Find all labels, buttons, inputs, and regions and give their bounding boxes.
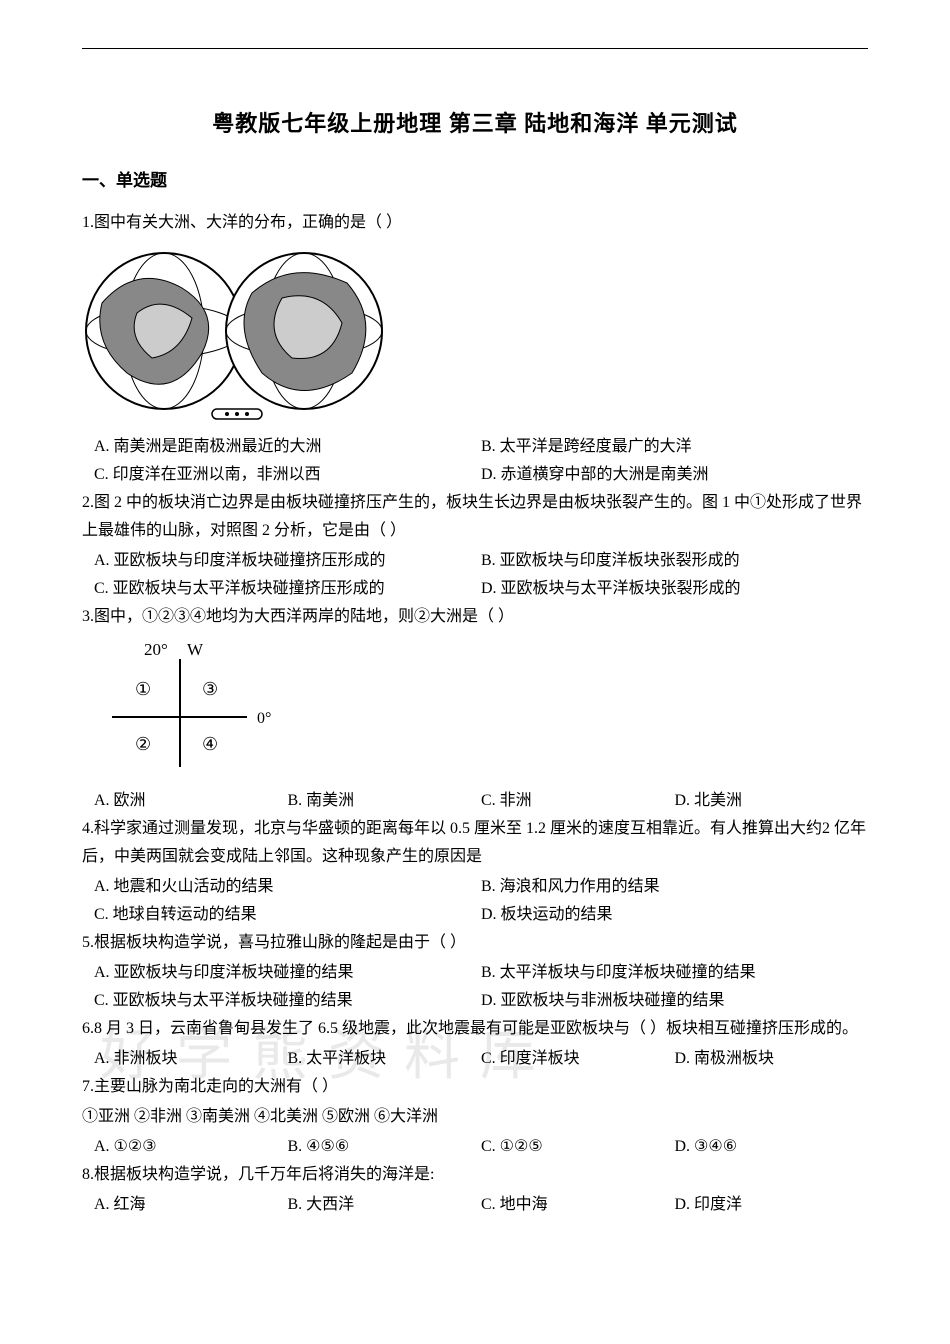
q2-stem: 2.图 2 中的板块消亡边界是由板块碰撞挤压产生的，板块生长边界是由板块张裂产生… bbox=[82, 489, 868, 545]
q4-options: A. 地震和火山活动的结果 B. 海浪和风力作用的结果 C. 地球自转运动的结果… bbox=[94, 873, 868, 929]
fig-n2: ② bbox=[135, 734, 151, 754]
q3-figure: 20° W 0° ① ③ ② ④ bbox=[102, 637, 868, 777]
q6-opt-c: C. 印度洋板块 bbox=[481, 1045, 675, 1073]
fig-label-20: 20° bbox=[144, 640, 168, 659]
fig-label-w: W bbox=[187, 640, 204, 659]
q2-opt-d: D. 亚欧板块与太平洋板块张裂形成的 bbox=[481, 575, 868, 603]
q8-options: A. 红海 B. 大西洋 C. 地中海 D. 印度洋 bbox=[94, 1191, 868, 1219]
q8-stem: 8.根据板块构造学说，几千万年后将消失的海洋是: bbox=[82, 1161, 868, 1189]
q5-opt-a: A. 亚欧板块与印度洋板块碰撞的结果 bbox=[94, 959, 481, 987]
q4-opt-b: B. 海浪和风力作用的结果 bbox=[481, 873, 868, 901]
q2-options: A. 亚欧板块与印度洋板块碰撞挤压形成的 B. 亚欧板块与印度洋板块张裂形成的 … bbox=[94, 547, 868, 603]
section-heading: 一、单选题 bbox=[82, 166, 868, 191]
q3-opt-d: D. 北美洲 bbox=[675, 787, 869, 815]
q1-figure bbox=[82, 243, 868, 423]
fig-n4: ④ bbox=[202, 734, 218, 754]
q8-opt-c: C. 地中海 bbox=[481, 1191, 675, 1219]
q5-options: A. 亚欧板块与印度洋板块碰撞的结果 B. 太平洋板块与印度洋板块碰撞的结果 C… bbox=[94, 959, 868, 1015]
q4-opt-c: C. 地球自转运动的结果 bbox=[94, 901, 481, 929]
q1-opt-a: A. 南美洲是距南极洲最近的大洲 bbox=[94, 433, 481, 461]
q7-opt-c: C. ①②⑤ bbox=[481, 1133, 675, 1161]
q5-stem: 5.根据板块构造学说，喜马拉雅山脉的隆起是由于（ ） bbox=[82, 929, 868, 957]
q1-opt-c: C. 印度洋在亚洲以南，非洲以西 bbox=[94, 461, 481, 489]
q2-opt-c: C. 亚欧板块与太平洋板块碰撞挤压形成的 bbox=[94, 575, 481, 603]
q6-stem: 6.8 月 3 日，云南省鲁甸县发生了 6.5 级地震，此次地震最有可能是亚欧板… bbox=[82, 1015, 868, 1043]
fig-n1: ① bbox=[135, 679, 151, 699]
q1-opt-d: D. 赤道横穿中部的大洲是南美洲 bbox=[481, 461, 868, 489]
q8-opt-d: D. 印度洋 bbox=[675, 1191, 869, 1219]
q1-stem: 1.图中有关大洲、大洋的分布，正确的是（ ） bbox=[82, 209, 868, 237]
q3-opt-a: A. 欧洲 bbox=[94, 787, 288, 815]
q6-opt-a: A. 非洲板块 bbox=[94, 1045, 288, 1073]
q3-options: A. 欧洲 B. 南美洲 C. 非洲 D. 北美洲 bbox=[94, 787, 868, 815]
q5-opt-b: B. 太平洋板块与印度洋板块碰撞的结果 bbox=[481, 959, 868, 987]
q5-opt-c: C. 亚欧板块与太平洋板块碰撞的结果 bbox=[94, 987, 481, 1015]
q7-sub: ①亚洲 ②非洲 ③南美洲 ④北美洲 ⑤欧洲 ⑥大洋洲 bbox=[82, 1103, 868, 1131]
fig-n3: ③ bbox=[202, 679, 218, 699]
world-hemispheres-icon bbox=[82, 243, 392, 423]
page-title: 粤教版七年级上册地理 第三章 陆地和海洋 单元测试 bbox=[82, 106, 868, 138]
q7-opt-b: B. ④⑤⑥ bbox=[288, 1133, 482, 1161]
q4-opt-d: D. 板块运动的结果 bbox=[481, 901, 868, 929]
q3-stem: 3.图中，①②③④地均为大西洋两岸的陆地，则②大洲是（ ） bbox=[82, 603, 868, 631]
q7-options: A. ①②③ B. ④⑤⑥ C. ①②⑤ D. ③④⑥ bbox=[94, 1133, 868, 1161]
q7-opt-a: A. ①②③ bbox=[94, 1133, 288, 1161]
q1-opt-b: B. 太平洋是跨经度最广的大洋 bbox=[481, 433, 868, 461]
q6-options: A. 非洲板块 B. 太平洋板块 C. 印度洋板块 D. 南极洲板块 bbox=[94, 1045, 868, 1073]
q6-opt-b: B. 太平洋板块 bbox=[288, 1045, 482, 1073]
header-rule bbox=[82, 48, 868, 49]
quadrant-diagram-icon: 20° W 0° ① ③ ② ④ bbox=[102, 637, 282, 777]
q7-opt-d: D. ③④⑥ bbox=[675, 1133, 869, 1161]
q7-stem: 7.主要山脉为南北走向的大洲有（ ） bbox=[82, 1073, 868, 1101]
q2-opt-b: B. 亚欧板块与印度洋板块张裂形成的 bbox=[481, 547, 868, 575]
content-wrapper: 粤教版七年级上册地理 第三章 陆地和海洋 单元测试 一、单选题 1.图中有关大洲… bbox=[82, 106, 868, 1219]
fig-label-0: 0° bbox=[257, 710, 271, 727]
q2-opt-a: A. 亚欧板块与印度洋板块碰撞挤压形成的 bbox=[94, 547, 481, 575]
q3-opt-c: C. 非洲 bbox=[481, 787, 675, 815]
q6-opt-d: D. 南极洲板块 bbox=[675, 1045, 869, 1073]
q3-opt-b: B. 南美洲 bbox=[288, 787, 482, 815]
q4-stem: 4.科学家通过测量发现，北京与华盛顿的距离每年以 0.5 厘米至 1.2 厘米的… bbox=[82, 815, 868, 871]
q5-opt-d: D. 亚欧板块与非洲板块碰撞的结果 bbox=[481, 987, 868, 1015]
q8-opt-a: A. 红海 bbox=[94, 1191, 288, 1219]
q1-options: A. 南美洲是距南极洲最近的大洲 B. 太平洋是跨经度最广的大洋 C. 印度洋在… bbox=[94, 433, 868, 489]
q8-opt-b: B. 大西洋 bbox=[288, 1191, 482, 1219]
q4-opt-a: A. 地震和火山活动的结果 bbox=[94, 873, 481, 901]
